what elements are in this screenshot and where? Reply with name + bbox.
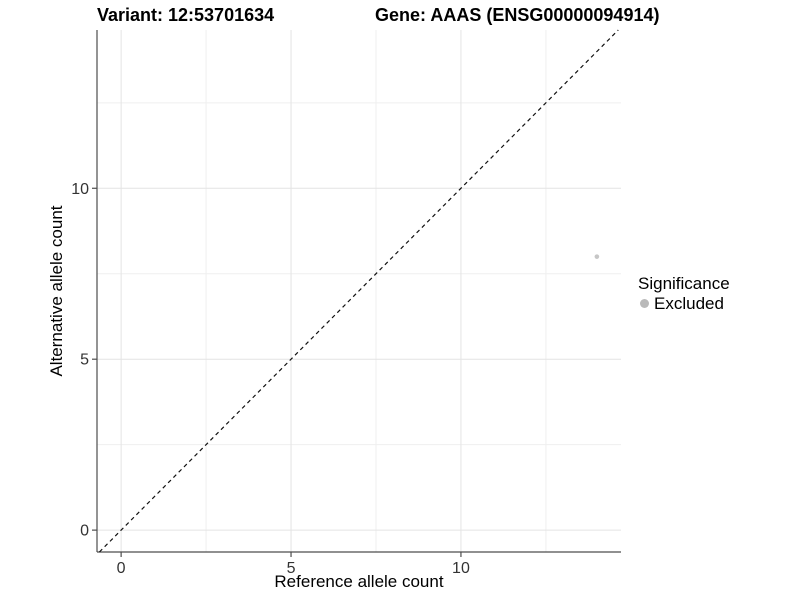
data-point-excluded <box>594 254 600 259</box>
x-axis-title: Reference allele count <box>274 572 444 591</box>
y-tick-label: 5 <box>80 352 89 369</box>
legend: Significance Excluded <box>637 274 730 313</box>
x-tick-label: 10 <box>452 560 470 577</box>
identity-line <box>98 29 619 553</box>
x-tick-label: 0 <box>117 560 126 577</box>
legend-item-label: Excluded <box>654 294 724 313</box>
legend-item-excluded: Excluded <box>637 294 730 313</box>
y-tick-label: 0 <box>80 523 89 540</box>
plot-title-gene: Gene: AAAS (ENSG00000094914) <box>375 5 660 25</box>
x-tick-label: 5 <box>287 560 296 577</box>
y-tick-label: 10 <box>71 181 89 198</box>
excluded-point-icon <box>640 299 649 308</box>
legend-title: Significance <box>638 274 730 293</box>
y-axis-title: Alternative allele count <box>47 205 66 377</box>
plot-title-variant: Variant: 12:53701634 <box>97 5 275 25</box>
